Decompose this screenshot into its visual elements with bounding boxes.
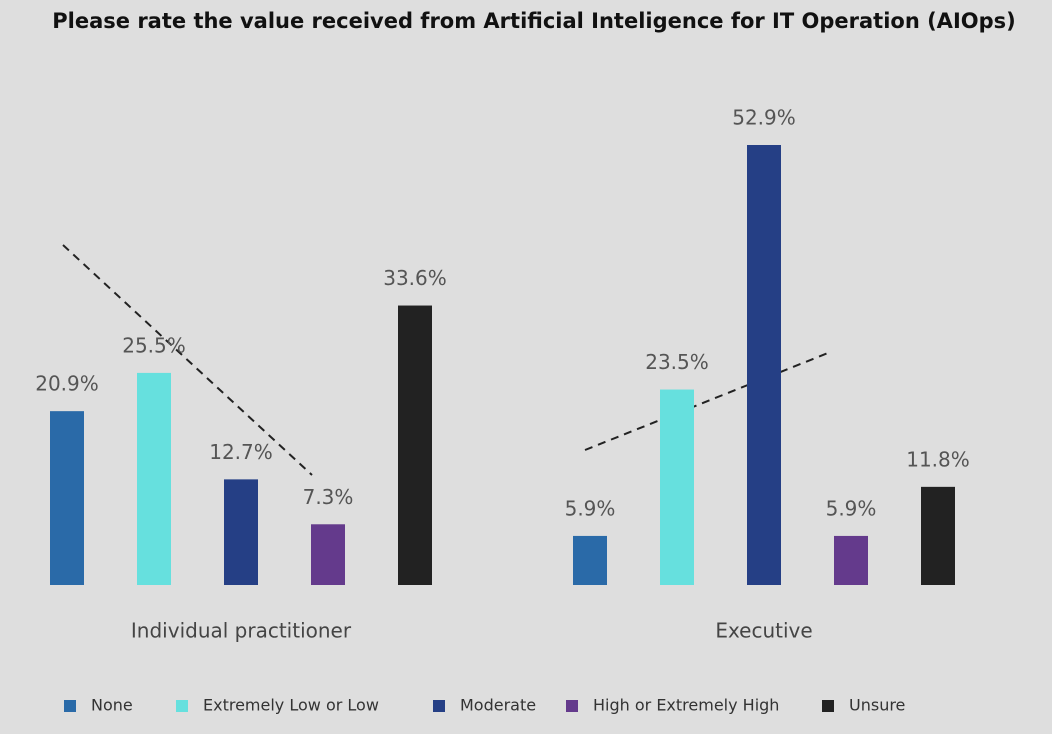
legend-swatch <box>433 700 445 712</box>
value-label: 20.9% <box>35 372 99 396</box>
legend-swatch <box>566 700 578 712</box>
value-label: 33.6% <box>383 266 447 290</box>
category-label: Individual practitioner <box>131 619 352 643</box>
value-label: 5.9% <box>565 496 616 520</box>
bar <box>311 524 345 585</box>
bar <box>921 486 955 585</box>
chart-title: Please rate the value received from Arti… <box>52 9 1015 33</box>
bar <box>50 411 84 585</box>
legend-label: None <box>91 696 133 715</box>
bar <box>137 372 171 585</box>
trend-line <box>62 244 313 476</box>
value-label: 25.5% <box>122 333 186 357</box>
legend-swatch <box>176 700 188 712</box>
value-label: 12.7% <box>209 440 273 464</box>
bar <box>747 145 781 585</box>
bar <box>660 389 694 585</box>
value-label: 52.9% <box>732 106 796 130</box>
legend-label: Extremely Low or Low <box>203 696 379 715</box>
legend-label: Moderate <box>460 696 536 715</box>
bar <box>573 535 607 585</box>
bar <box>224 479 258 585</box>
trend-line <box>584 352 829 451</box>
legend-label: High or Extremely High <box>593 696 779 715</box>
value-label: 7.3% <box>303 485 354 509</box>
value-label: 5.9% <box>826 496 877 520</box>
category-label: Executive <box>715 619 812 643</box>
legend-swatch <box>64 700 76 712</box>
legend-label: Unsure <box>849 696 905 715</box>
bar <box>834 535 868 585</box>
legend-swatch <box>822 700 834 712</box>
value-label: 11.8% <box>906 447 970 471</box>
bar <box>398 305 432 585</box>
value-label: 23.5% <box>645 350 709 374</box>
